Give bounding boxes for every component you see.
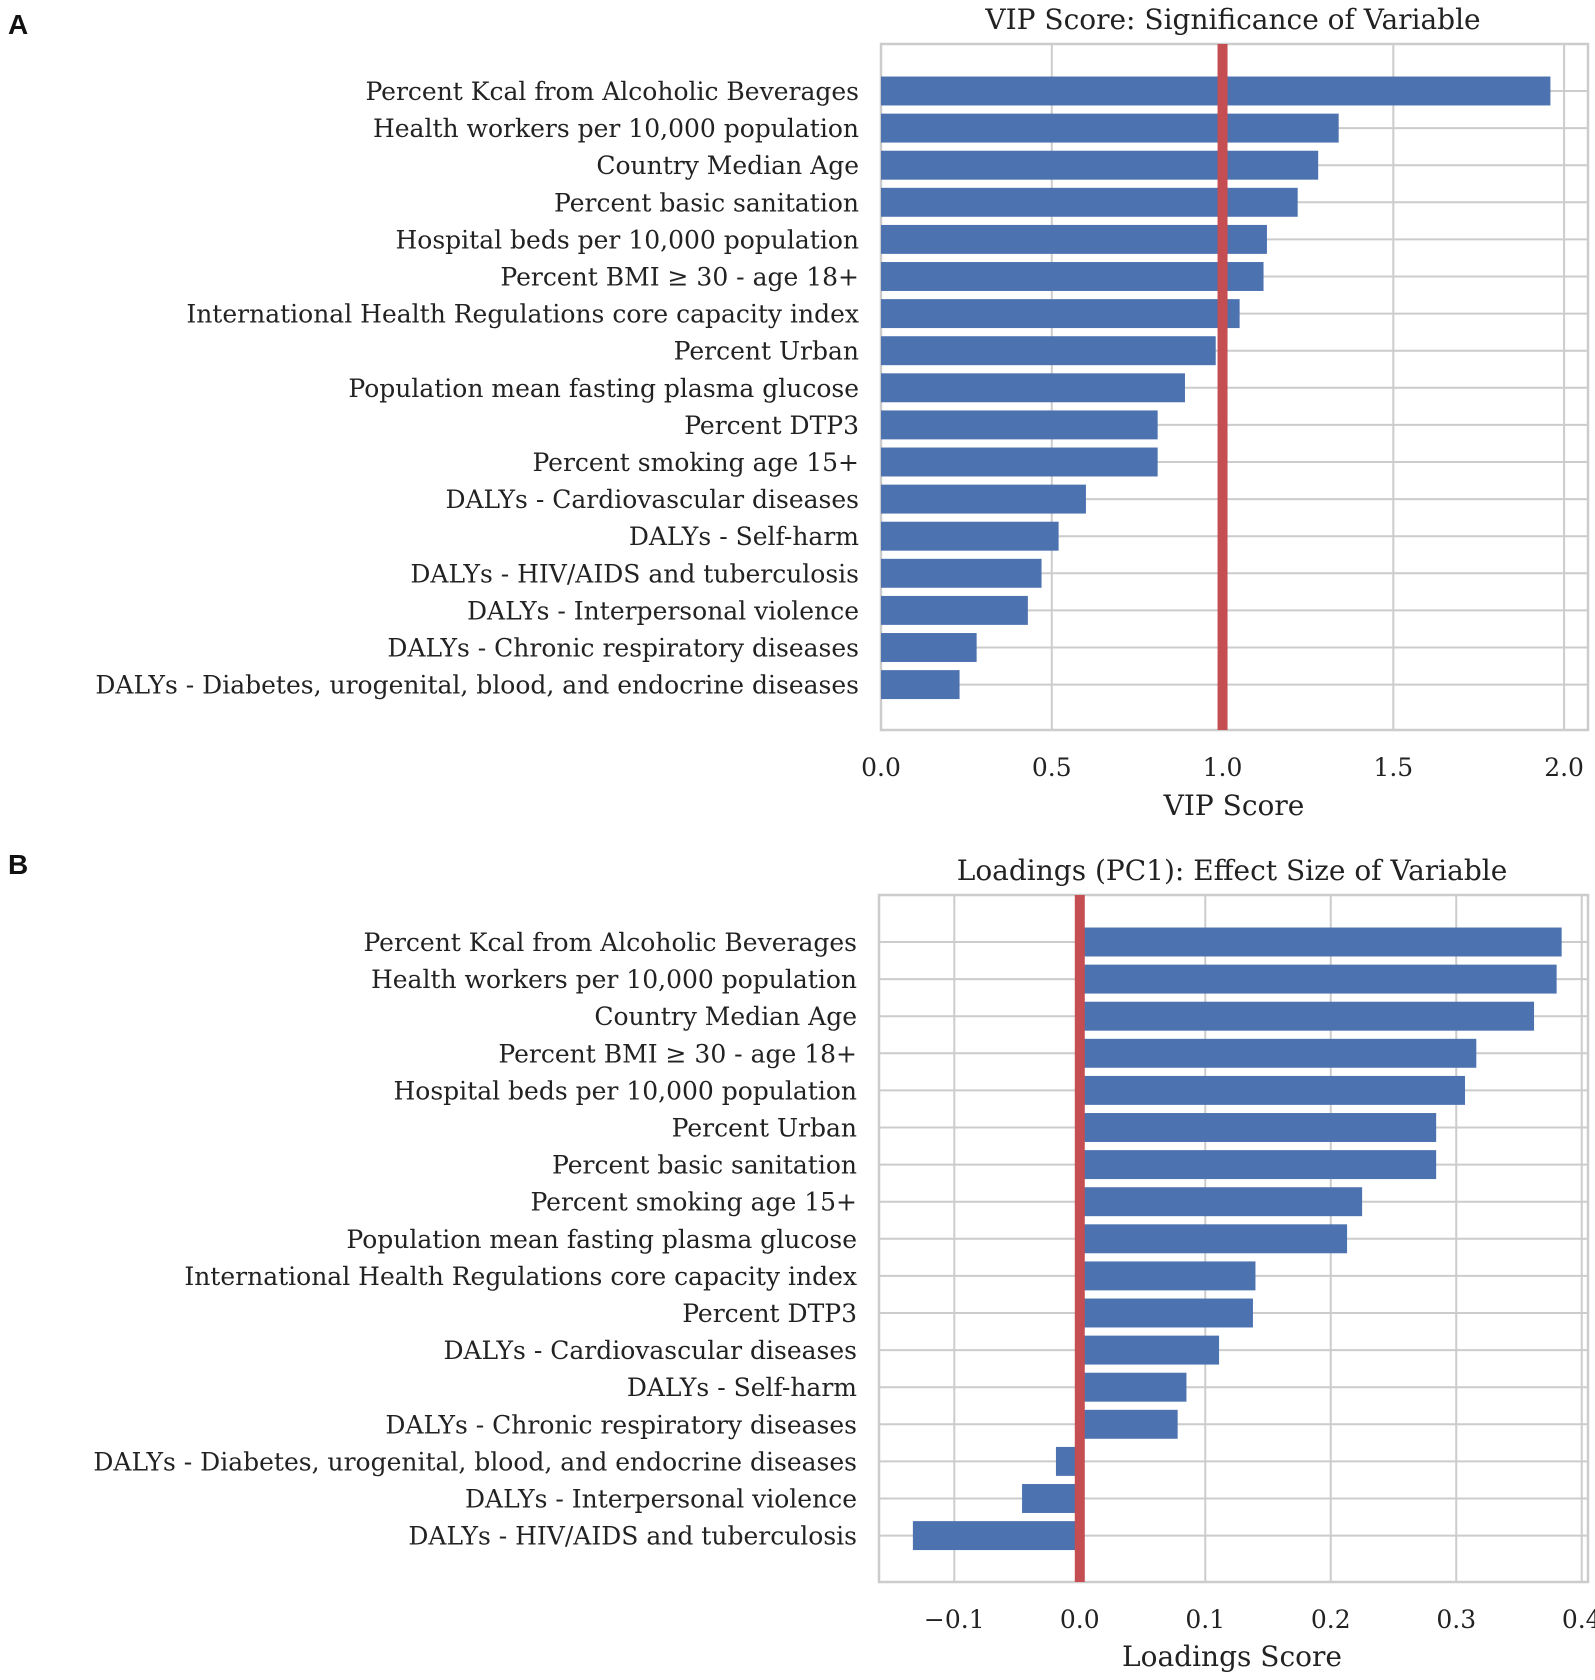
panel-b-bar-16 xyxy=(912,1521,1080,1551)
panel-b-category-label-3: Percent BMI ≥ 30 - age 18+ xyxy=(498,1039,857,1068)
panel-b-bar-0 xyxy=(1079,927,1562,957)
panel-b-category-label-11: DALYs - Cardiovascular diseases xyxy=(443,1336,857,1365)
panel-a-x-axis-title: VIP Score xyxy=(1163,789,1305,822)
panel-a-category-label-14: DALYs - Interpersonal violence xyxy=(467,596,859,625)
panel-a-bar-9 xyxy=(881,410,1158,440)
panel-b-category-label-14: DALYs - Diabetes, urogenital, blood, and… xyxy=(93,1447,857,1476)
panel-a-category-label-12: DALYs - Self-harm xyxy=(629,522,859,551)
panel-a-tick-labels: 0.0 0.5 1.0 1.5 2.0 xyxy=(861,753,1584,782)
panel-b-x-axis-title: Loadings Score xyxy=(1122,1640,1342,1673)
panel-b-bar-7 xyxy=(1079,1187,1363,1217)
panel-b-category-label-16: DALYs - HIV/AIDS and tuberculosis xyxy=(408,1522,857,1551)
panel-a-tick-label-2: 1.0 xyxy=(1203,753,1243,782)
panel-a-bars xyxy=(881,76,1551,700)
panel-a-bar-4 xyxy=(881,224,1267,254)
panel-a-bar-0 xyxy=(881,76,1551,106)
panel-b-category-labels: Percent Kcal from Alcoholic Beverages Hea… xyxy=(93,928,857,1551)
panel-a-category-label-16: DALYs - Diabetes, urogenital, blood, and… xyxy=(95,671,859,700)
panel-b-tick-label-5: 0.4 xyxy=(1562,1605,1595,1634)
panel-b-category-label-12: DALYs - Self-harm xyxy=(627,1373,857,1402)
panel-b-category-label-10: Percent DTP3 xyxy=(682,1299,857,1328)
panel-a-bar-12 xyxy=(881,521,1059,551)
panel-b-category-label-2: Country Median Age xyxy=(594,1002,857,1031)
panel-b-category-label-8: Population mean fasting plasma glucose xyxy=(346,1225,857,1254)
panel-b-bar-5 xyxy=(1079,1113,1437,1142)
panel-b-bar-14 xyxy=(1055,1446,1080,1476)
panel-a-bar-5 xyxy=(881,262,1264,291)
panel-a-category-label-2: Country Median Age xyxy=(596,151,859,180)
panel-b-bar-10 xyxy=(1079,1298,1253,1328)
panel-b-category-label-13: DALYs - Chronic respiratory diseases xyxy=(385,1410,857,1439)
panel-b-tick-label-4: 0.3 xyxy=(1436,1605,1476,1634)
panel-a-bar-10 xyxy=(881,447,1158,477)
panel-b-category-label-15: DALYs - Interpersonal violence xyxy=(465,1485,857,1514)
panel-a-bar-7 xyxy=(881,336,1216,366)
panel-a-category-label-1: Health workers per 10,000 population xyxy=(373,114,859,143)
panel-a-bar-6 xyxy=(881,299,1240,329)
panel-b-title: Loadings (PC1): Effect Size of Variable xyxy=(957,854,1508,887)
panel-a-category-label-4: Hospital beds per 10,000 population xyxy=(395,225,859,254)
panel-a-category-label-13: DALYs - HIV/AIDS and tuberculosis xyxy=(410,559,859,588)
panel-b-tick-labels: −0.1 0.0 0.1 0.2 0.3 0.4 xyxy=(924,1605,1595,1634)
panel-a-letter: A xyxy=(8,9,28,40)
panel-a-category-label-10: Percent smoking age 15+ xyxy=(532,448,859,477)
panel-b-bar-1 xyxy=(1079,964,1557,994)
panel-a: A VIP Score: Significance of Variable Pe… xyxy=(8,3,1590,822)
panel-a-bar-8 xyxy=(881,373,1185,403)
panel-b-bar-3 xyxy=(1079,1038,1477,1068)
panel-a-category-labels: Percent Kcal from Alcoholic Beverages Hea… xyxy=(95,77,859,700)
panel-b-category-label-1: Health workers per 10,000 population xyxy=(371,965,857,994)
panel-b-bar-6 xyxy=(1079,1150,1437,1180)
panel-b-bar-9 xyxy=(1079,1261,1256,1291)
panel-b-bar-8 xyxy=(1079,1224,1348,1254)
panel-a-tick-label-1: 0.5 xyxy=(1032,753,1072,782)
panel-a-tick-label-4: 2.0 xyxy=(1544,753,1584,782)
panel-a-category-label-3: Percent basic sanitation xyxy=(554,188,859,217)
panel-b-category-label-5: Percent Urban xyxy=(672,1114,857,1143)
panel-b-bar-15 xyxy=(1022,1484,1080,1513)
panel-a-bar-2 xyxy=(881,150,1319,180)
panel-b-bars xyxy=(912,927,1562,1551)
panel-b-bar-2 xyxy=(1079,1001,1535,1031)
panel-a-bar-1 xyxy=(881,113,1339,143)
panel-a-bar-14 xyxy=(881,595,1028,625)
panel-b-category-label-6: Percent basic sanitation xyxy=(552,1151,857,1180)
panel-a-category-label-8: Population mean fasting plasma glucose xyxy=(348,374,859,403)
panel-a-bar-11 xyxy=(881,484,1086,514)
panel-a-tick-label-0: 0.0 xyxy=(861,753,901,782)
panel-b-bar-13 xyxy=(1079,1409,1178,1439)
panel-a-category-label-7: Percent Urban xyxy=(674,337,859,366)
panel-a-category-label-15: DALYs - Chronic respiratory diseases xyxy=(387,634,859,663)
panel-a-tick-label-3: 1.5 xyxy=(1373,753,1413,782)
panel-a-bar-3 xyxy=(881,187,1298,217)
panel-a-category-label-11: DALYs - Cardiovascular diseases xyxy=(445,485,859,514)
panel-b-letter: B xyxy=(8,849,28,880)
panel-b-category-label-4: Hospital beds per 10,000 population xyxy=(393,1076,857,1105)
panel-b-category-label-9: International Health Regulations core ca… xyxy=(184,1262,857,1291)
panel-b-tick-label-0: −0.1 xyxy=(924,1605,985,1634)
panel-a-category-label-9: Percent DTP3 xyxy=(684,411,859,440)
panel-a-title: VIP Score: Significance of Variable xyxy=(984,3,1480,36)
panel-b-bar-11 xyxy=(1079,1335,1220,1365)
panel-b-tick-label-2: 0.1 xyxy=(1185,1605,1225,1634)
panel-b-tick-label-3: 0.2 xyxy=(1311,1605,1351,1634)
panel-b-bar-12 xyxy=(1079,1372,1187,1402)
panel-b-category-label-7: Percent smoking age 15+ xyxy=(530,1188,857,1217)
panel-a-bar-16 xyxy=(881,670,960,700)
panel-a-category-label-5: Percent BMI ≥ 30 - age 18+ xyxy=(500,263,859,292)
panel-b-bar-4 xyxy=(1079,1075,1466,1105)
panel-a-bar-13 xyxy=(881,558,1042,588)
panel-a-category-label-0: Percent Kcal from Alcoholic Beverages xyxy=(365,77,859,106)
panel-b: B Loadings (PC1): Effect Size of Variabl… xyxy=(8,849,1595,1673)
panel-b-tick-label-1: 0.0 xyxy=(1060,1605,1100,1634)
panel-b-category-label-0: Percent Kcal from Alcoholic Beverages xyxy=(363,928,857,957)
panel-a-bar-15 xyxy=(881,633,977,662)
panel-a-category-label-6: International Health Regulations core ca… xyxy=(186,300,859,329)
